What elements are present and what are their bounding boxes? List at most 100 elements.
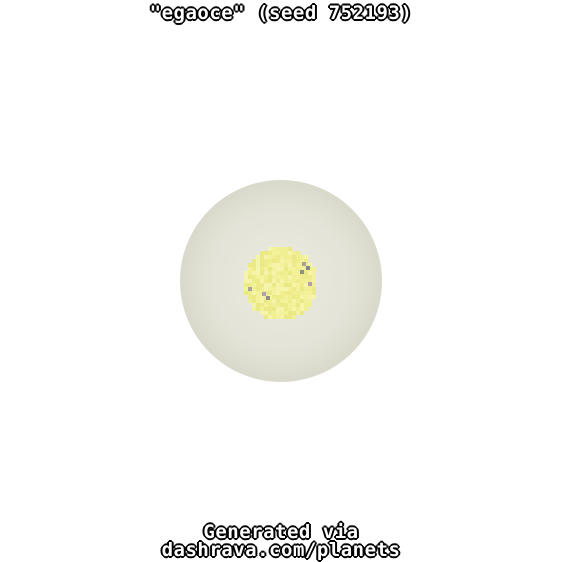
surface-pixel <box>312 267 316 271</box>
surface-pixel <box>260 287 264 291</box>
surface-pixel <box>280 307 284 311</box>
surface-pixel <box>280 311 284 315</box>
surface-pixel <box>272 251 276 255</box>
surface-pixel <box>300 311 304 315</box>
surface-pixel <box>292 295 296 299</box>
surface-pixel <box>276 255 280 259</box>
surface-pixel <box>304 299 308 303</box>
surface-pixel <box>308 291 312 295</box>
surface-pixel <box>272 283 276 287</box>
surface-pixel <box>312 295 316 299</box>
surface-pixel <box>264 271 268 275</box>
surface-pixel <box>292 311 296 315</box>
surface-pixel <box>296 283 300 287</box>
surface-pixel <box>280 287 284 291</box>
surface-pixel <box>296 299 300 303</box>
surface-pixel <box>252 263 256 267</box>
surface-pixel <box>288 259 292 263</box>
planet-surface-features <box>248 262 312 300</box>
surface-pixel <box>264 259 268 263</box>
surface-pixel <box>284 295 288 299</box>
surface-pixel <box>276 259 280 263</box>
surface-pixel <box>292 251 296 255</box>
surface-pixel <box>248 275 252 279</box>
surface-pixel <box>284 315 288 319</box>
surface-pixel <box>248 295 252 299</box>
surface-pixel <box>288 291 292 295</box>
surface-pixel <box>296 287 300 291</box>
surface-pixel <box>292 271 296 275</box>
surface-pixel <box>284 279 288 283</box>
surface-pixel <box>256 263 260 267</box>
surface-pixel <box>292 255 296 259</box>
surface-pixel <box>264 315 268 319</box>
surface-pixel <box>268 307 272 311</box>
surface-feature-spot <box>248 287 252 291</box>
surface-pixel <box>260 263 264 267</box>
surface-pixel <box>272 263 276 267</box>
surface-pixel <box>280 299 284 303</box>
surface-pixel <box>304 275 308 279</box>
surface-pixel <box>276 299 280 303</box>
surface-pixel <box>312 279 316 283</box>
surface-pixel <box>252 271 256 275</box>
surface-pixel <box>280 271 284 275</box>
surface-pixel <box>252 291 256 295</box>
surface-pixel <box>256 307 260 311</box>
surface-pixel <box>276 315 280 319</box>
surface-pixel <box>288 267 292 271</box>
surface-pixel <box>268 283 272 287</box>
surface-pixel <box>264 275 268 279</box>
surface-pixel <box>276 267 280 271</box>
surface-pixel <box>292 279 296 283</box>
surface-pixel <box>272 295 276 299</box>
surface-pixel <box>268 251 272 255</box>
surface-pixel <box>288 287 292 291</box>
surface-pixel <box>296 259 300 263</box>
surface-pixel <box>280 255 284 259</box>
surface-pixel <box>272 303 276 307</box>
surface-pixel <box>256 255 260 259</box>
surface-pixel <box>268 279 272 283</box>
surface-pixel <box>268 287 272 291</box>
surface-pixel <box>260 283 264 287</box>
surface-pixel <box>264 267 268 271</box>
surface-pixel <box>284 267 288 271</box>
surface-pixel <box>256 283 260 287</box>
surface-pixel <box>252 307 256 311</box>
surface-pixel <box>280 267 284 271</box>
footer-site-link: dashrava.com/planets <box>161 539 401 561</box>
surface-pixel <box>284 259 288 263</box>
surface-pixel <box>256 279 260 283</box>
surface-pixel <box>256 291 260 295</box>
surface-pixel <box>264 251 268 255</box>
surface-pixel <box>292 259 296 263</box>
surface-pixel <box>260 267 264 271</box>
surface-pixel <box>252 303 256 307</box>
surface-pixel <box>292 283 296 287</box>
surface-pixel <box>288 283 292 287</box>
surface-pixel <box>280 275 284 279</box>
surface-pixel <box>244 275 248 279</box>
surface-pixel <box>252 299 256 303</box>
surface-pixel <box>292 291 296 295</box>
surface-pixel <box>296 255 300 259</box>
surface-pixel <box>300 267 304 271</box>
surface-pixel <box>260 255 264 259</box>
surface-pixel <box>264 303 268 307</box>
surface-pixel <box>296 275 300 279</box>
surface-pixel <box>284 247 288 251</box>
surface-pixel <box>256 275 260 279</box>
surface-pixel <box>300 279 304 283</box>
surface-pixel <box>292 303 296 307</box>
surface-pixel <box>248 283 252 287</box>
surface-pixel <box>276 271 280 275</box>
surface-pixel <box>276 275 280 279</box>
surface-pixel <box>268 311 272 315</box>
surface-pixel <box>252 295 256 299</box>
surface-pixel <box>284 311 288 315</box>
surface-pixel <box>268 275 272 279</box>
surface-pixel <box>304 307 308 311</box>
surface-pixel <box>292 315 296 319</box>
